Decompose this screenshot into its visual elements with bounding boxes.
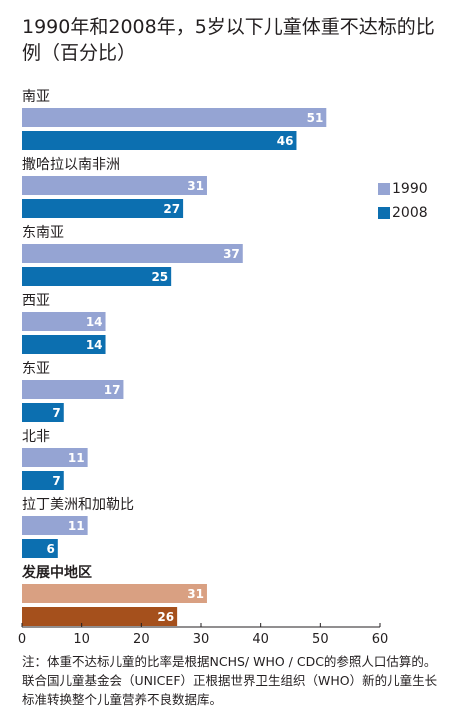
bar-1990 (22, 176, 207, 195)
legend: 1990 2008 (378, 177, 428, 225)
bar-value-label: 11 (68, 519, 85, 533)
bar-value-label: 14 (86, 315, 103, 329)
bar-value-label: 14 (86, 338, 103, 352)
bar-1990 (22, 448, 88, 467)
bar-value-label: 17 (104, 383, 121, 397)
bar-1990 (22, 312, 106, 331)
bar-chart: 南亚5146撒哈拉以南非洲3127东南亚3725西亚1414东亚177北非117… (18, 89, 389, 647)
bar-2008 (22, 131, 297, 150)
bar-value-label: 46 (277, 134, 294, 148)
bar-value-label: 37 (223, 247, 240, 261)
category-label: 东亚 (22, 361, 50, 377)
legend-label-2008: 2008 (392, 205, 428, 221)
bar-1990 (22, 516, 88, 535)
bar-value-label: 26 (157, 610, 174, 624)
legend-label-1990: 1990 (392, 181, 428, 197)
bar-2008 (22, 267, 172, 286)
bar-value-label: 7 (52, 474, 60, 488)
footnote: 注：体重不达标儿童的比率是根据NCHS/ WHO / CDC的参照人口估算的。联… (22, 654, 438, 707)
category-label: 西亚 (22, 293, 50, 309)
bar-value-label: 27 (163, 202, 180, 216)
bar-1990 (22, 108, 327, 127)
x-tick-label: 10 (73, 632, 90, 647)
x-tick-label: 0 (18, 632, 26, 647)
x-tick-label: 30 (193, 632, 210, 647)
bar-1990 (22, 584, 207, 603)
bar-2008 (22, 471, 64, 490)
category-label: 发展中地区 (21, 564, 92, 581)
category-label: 北非 (22, 429, 50, 445)
legend-item-1990: 1990 (378, 177, 428, 201)
bar-1990 (22, 244, 243, 263)
bar-value-label: 31 (187, 587, 204, 601)
chart-title: 1990年和2008年，5岁以下儿童体重不达标的比例（百分比） (22, 16, 435, 64)
bar-value-label: 51 (307, 111, 324, 125)
category-label: 南亚 (22, 89, 50, 105)
x-tick-label: 60 (372, 632, 389, 647)
bar-value-label: 11 (68, 451, 85, 465)
x-tick-label: 50 (312, 632, 329, 647)
bar-2008 (22, 607, 178, 626)
x-tick-label: 20 (133, 632, 150, 647)
bar-value-label: 25 (151, 270, 168, 284)
category-label: 撒哈拉以南非洲 (22, 157, 120, 173)
bar-value-label: 6 (46, 542, 54, 556)
category-label: 拉丁美洲和加勒比 (22, 497, 134, 513)
category-label: 东南亚 (22, 225, 64, 241)
bar-2008 (22, 403, 64, 422)
bar-2008 (22, 539, 58, 558)
legend-swatch-1990 (378, 183, 390, 195)
bar-2008 (22, 199, 184, 218)
bar-2008 (22, 335, 106, 354)
x-tick-label: 40 (252, 632, 269, 647)
bar-value-label: 31 (187, 179, 204, 193)
bar-1990 (22, 380, 124, 399)
legend-swatch-2008 (378, 207, 390, 219)
legend-item-2008: 2008 (378, 201, 428, 225)
bar-value-label: 7 (52, 406, 60, 420)
